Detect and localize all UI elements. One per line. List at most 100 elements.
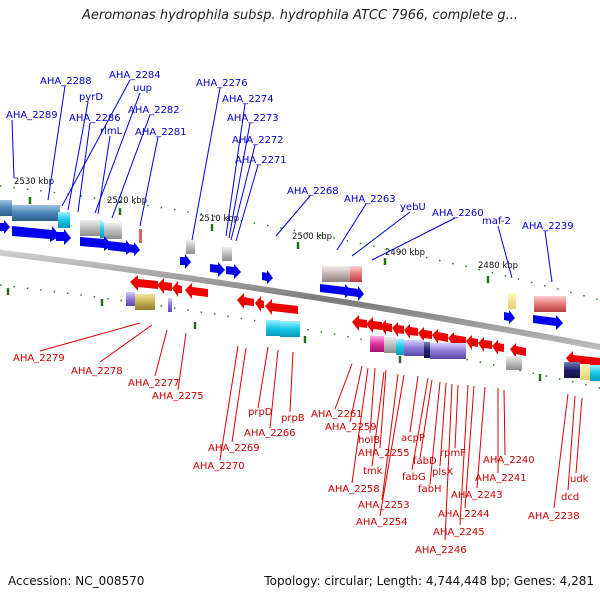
feature-box[interactable]	[370, 336, 384, 352]
feature-box[interactable]	[404, 340, 424, 356]
gene-label[interactable]: AHA_2240	[483, 455, 535, 466]
feature-box[interactable]	[384, 337, 396, 353]
reverse-gene-arrow[interactable]	[265, 299, 298, 315]
feature-box[interactable]	[266, 320, 280, 336]
gene-label[interactable]: dcd	[561, 492, 579, 503]
gene-label[interactable]: rpmF	[440, 448, 466, 459]
forward-gene-arrow[interactable]	[344, 286, 364, 301]
gene-label[interactable]: AHA_2276	[196, 78, 248, 89]
feature-box[interactable]	[135, 294, 155, 310]
gene-label[interactable]: fabD	[413, 456, 437, 467]
gene-label[interactable]: AHA_2275	[152, 391, 204, 402]
gene-label[interactable]: AHA_2239	[522, 221, 574, 232]
forward-gene-arrow[interactable]	[262, 270, 273, 284]
forward-gene-arrow[interactable]	[80, 236, 112, 251]
gene-label[interactable]: AHA_2270	[193, 461, 245, 472]
feature-box[interactable]	[322, 266, 350, 282]
reverse-gene-arrow[interactable]	[492, 340, 504, 355]
gene-label[interactable]: udk	[570, 474, 589, 485]
feature-box[interactable]	[430, 343, 466, 359]
gene-label[interactable]: AHA_2238	[528, 511, 580, 522]
forward-genes[interactable]	[0, 220, 563, 330]
reverse-gene-arrow[interactable]	[418, 327, 432, 342]
gene-label[interactable]: holB	[358, 435, 380, 446]
forward-gene-arrow[interactable]	[56, 229, 71, 245]
gene-label[interactable]: AHA_2268	[287, 186, 339, 197]
reverse-gene-arrow[interactable]	[157, 278, 172, 294]
gene-label[interactable]: acpP	[401, 433, 425, 444]
feature-box[interactable]	[100, 222, 104, 238]
gene-label[interactable]: fabG	[402, 472, 426, 483]
gene-label[interactable]: prpB	[281, 413, 305, 424]
forward-gene-arrow[interactable]	[504, 310, 515, 324]
gene-label[interactable]: AHA_2284	[109, 70, 161, 81]
reverse-gene-arrow[interactable]	[510, 343, 526, 358]
gene-label[interactable]: AHA_2246	[415, 545, 467, 556]
gene-label[interactable]: rlmL	[100, 126, 123, 137]
gene-label[interactable]: AHA_2263	[344, 194, 396, 205]
reverse-gene-arrow[interactable]	[352, 315, 367, 331]
reverse-genes[interactable]	[130, 275, 600, 367]
feature-box[interactable]	[168, 298, 172, 312]
feature-box[interactable]	[222, 247, 232, 261]
gene-label[interactable]: plsX	[432, 467, 453, 478]
forward-gene-arrow[interactable]	[108, 240, 133, 255]
reverse-gene-arrow[interactable]	[366, 317, 382, 333]
feature-box[interactable]	[506, 356, 522, 370]
feature-box[interactable]	[139, 229, 142, 243]
forward-gene-arrow[interactable]	[0, 220, 10, 234]
feature-box[interactable]	[534, 296, 566, 312]
reverse-gene-arrow[interactable]	[392, 322, 404, 337]
reverse-feature-boxes[interactable]	[126, 292, 600, 381]
gene-label[interactable]: AHA_2288	[40, 76, 92, 87]
feature-box[interactable]	[590, 365, 600, 381]
gene-label[interactable]: AHA_2282	[128, 105, 180, 116]
forward-gene-arrow[interactable]	[226, 264, 241, 279]
feature-box[interactable]	[126, 292, 135, 306]
feature-box[interactable]	[0, 200, 12, 216]
gene-label[interactable]: AHA_2271	[235, 155, 287, 166]
feature-box[interactable]	[580, 364, 590, 380]
forward-gene-arrow[interactable]	[180, 254, 191, 269]
reverse-gene-arrow[interactable]	[185, 283, 208, 299]
feature-box[interactable]	[104, 223, 122, 239]
forward-gene-arrow[interactable]	[128, 242, 140, 256]
reverse-gene-arrow[interactable]	[466, 335, 478, 350]
gene-label[interactable]: AHA_2254	[356, 517, 408, 528]
gene-label[interactable]: AHA_2289	[6, 110, 58, 121]
feature-box[interactable]	[58, 212, 70, 228]
feature-box[interactable]	[80, 220, 102, 236]
reverse-gene-arrow[interactable]	[130, 275, 158, 291]
gene-label[interactable]: AHA_2259	[325, 422, 377, 433]
gene-label[interactable]: AHA_2255	[358, 448, 410, 459]
gene-label[interactable]: AHA_2269	[208, 443, 260, 454]
gene-label[interactable]: AHA_2272	[232, 135, 284, 146]
reverse-gene-arrow[interactable]	[380, 320, 392, 335]
gene-label[interactable]: AHA_2279	[13, 353, 65, 364]
gene-label[interactable]: yebU	[400, 202, 426, 213]
gene-label[interactable]: prpD	[248, 407, 273, 418]
reverse-gene-arrow[interactable]	[404, 324, 418, 339]
feature-box[interactable]	[508, 293, 516, 309]
gene-label[interactable]: AHA_2245	[433, 527, 485, 538]
forward-gene-arrow[interactable]	[210, 262, 225, 277]
gene-label[interactable]: pyrD	[79, 92, 103, 103]
forward-gene-arrow[interactable]	[12, 226, 60, 242]
reverse-gene-arrow[interactable]	[172, 281, 182, 297]
gene-label[interactable]: fabH	[418, 484, 442, 495]
feature-box[interactable]	[396, 339, 404, 355]
reverse-gene-arrow[interactable]	[237, 293, 254, 309]
feature-box[interactable]	[12, 205, 60, 221]
gene-label[interactable]: AHA_2277	[128, 378, 180, 389]
gene-label[interactable]: AHA_2266	[244, 428, 296, 439]
gene-label[interactable]: tmk	[363, 466, 383, 477]
feature-box[interactable]	[424, 342, 430, 358]
gene-label[interactable]: AHA_2278	[71, 366, 123, 377]
gene-label[interactable]: AHA_2274	[222, 94, 274, 105]
feature-box[interactable]	[564, 362, 580, 378]
feature-box[interactable]	[186, 240, 195, 254]
forward-gene-arrow[interactable]	[533, 315, 563, 330]
reverse-gene-arrow[interactable]	[255, 296, 264, 312]
reverse-gene-arrow[interactable]	[432, 329, 448, 344]
